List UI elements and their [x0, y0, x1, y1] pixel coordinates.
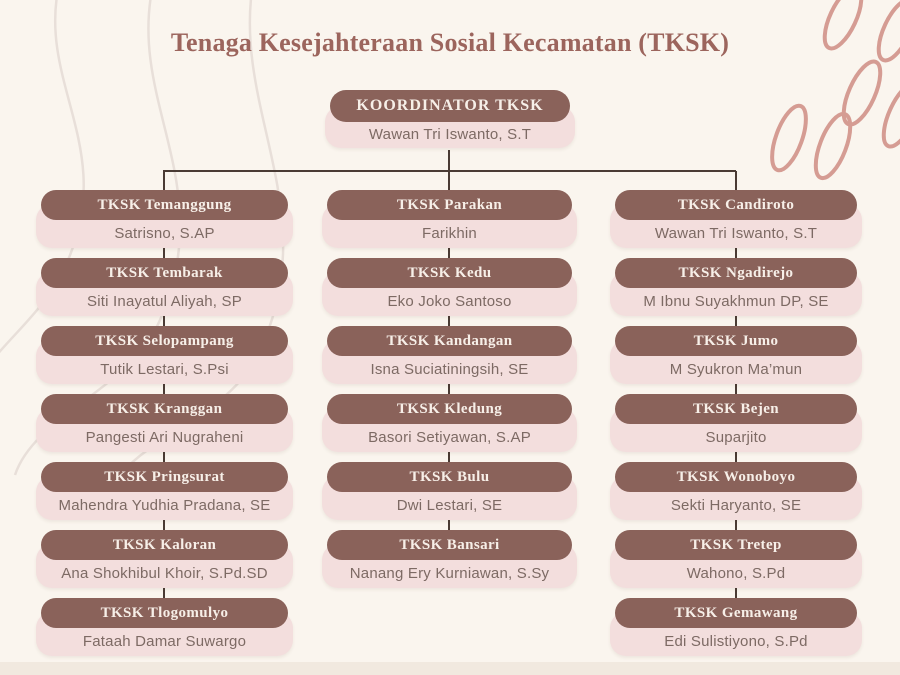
org-card: TKSK Kandangan Isna Suciatiningsih, SE	[322, 326, 577, 384]
org-card-title: TKSK Kedu	[327, 258, 572, 288]
org-card-title: TKSK Gemawang	[615, 598, 857, 628]
org-card: TKSK Kledung Basori Setiyawan, S.AP	[322, 394, 577, 452]
koordinator-title: KOORDINATOR TKSK	[330, 90, 570, 122]
column-left: TKSK Temanggung Satrisno, S.AP TKSK Temb…	[36, 190, 293, 666]
bottom-shade-band	[0, 662, 900, 675]
org-card-title: TKSK Jumo	[615, 326, 857, 356]
org-card-title: TKSK Kledung	[327, 394, 572, 424]
org-card-title: TKSK Pringsurat	[41, 462, 288, 492]
org-card-title: TKSK Tembarak	[41, 258, 288, 288]
column-right: TKSK Candiroto Wawan Tri Iswanto, S.T TK…	[610, 190, 862, 666]
org-card: TKSK Tlogomulyo Fataah Damar Suwargo	[36, 598, 293, 656]
page-title: Tenaga Kesejahteraan Sosial Kecamatan (T…	[170, 28, 730, 57]
org-card-title: TKSK Parakan	[327, 190, 572, 220]
org-card-title: TKSK Candiroto	[615, 190, 857, 220]
org-card: TKSK Jumo M Syukron Ma’mun	[610, 326, 862, 384]
org-card: TKSK Parakan Farikhin	[322, 190, 577, 248]
org-card: TKSK Tretep Wahono, S.Pd	[610, 530, 862, 588]
org-card-title: TKSK Tretep	[615, 530, 857, 560]
org-card-title: TKSK Wonoboyo	[615, 462, 857, 492]
org-card: TKSK Candiroto Wawan Tri Iswanto, S.T	[610, 190, 862, 248]
org-card-title: TKSK Tlogomulyo	[41, 598, 288, 628]
org-card: TKSK Bejen Suparjito	[610, 394, 862, 452]
org-card-title: TKSK Bejen	[615, 394, 857, 424]
org-card-title: TKSK Bansari	[327, 530, 572, 560]
org-card: TKSK Wonoboyo Sekti Haryanto, SE	[610, 462, 862, 520]
column-middle: TKSK Parakan Farikhin TKSK Kedu Eko Joko…	[322, 190, 577, 598]
org-card: TKSK Kaloran Ana Shokhibul Khoir, S.Pd.S…	[36, 530, 293, 588]
org-card: TKSK Selopampang Tutik Lestari, S.Psi	[36, 326, 293, 384]
koordinator-card: KOORDINATOR TKSK Wawan Tri Iswanto, S.T	[325, 90, 575, 148]
org-card: TKSK Ngadirejo M Ibnu Suyakhmun DP, SE	[610, 258, 862, 316]
connector-column-right	[735, 171, 737, 601]
connector-koordinator-stem	[448, 150, 450, 172]
org-card-title: TKSK Ngadirejo	[615, 258, 857, 288]
org-card: TKSK Bansari Nanang Ery Kurniawan, S.Sy	[322, 530, 577, 588]
org-card: TKSK Tembarak Siti Inayatul Aliyah, SP	[36, 258, 293, 316]
org-card-title: TKSK Kandangan	[327, 326, 572, 356]
org-card-title: TKSK Temanggung	[41, 190, 288, 220]
org-card: TKSK Temanggung Satrisno, S.AP	[36, 190, 293, 248]
org-card-title: TKSK Kaloran	[41, 530, 288, 560]
org-card: TKSK Gemawang Edi Sulistiyono, S.Pd	[610, 598, 862, 656]
org-card: TKSK Kranggan Pangesti Ari Nugraheni	[36, 394, 293, 452]
org-card: TKSK Bulu Dwi Lestari, SE	[322, 462, 577, 520]
org-card-title: TKSK Bulu	[327, 462, 572, 492]
org-card-title: TKSK Kranggan	[41, 394, 288, 424]
org-card-title: TKSK Selopampang	[41, 326, 288, 356]
org-card: TKSK Kedu Eko Joko Santoso	[322, 258, 577, 316]
org-card: TKSK Pringsurat Mahendra Yudhia Pradana,…	[36, 462, 293, 520]
